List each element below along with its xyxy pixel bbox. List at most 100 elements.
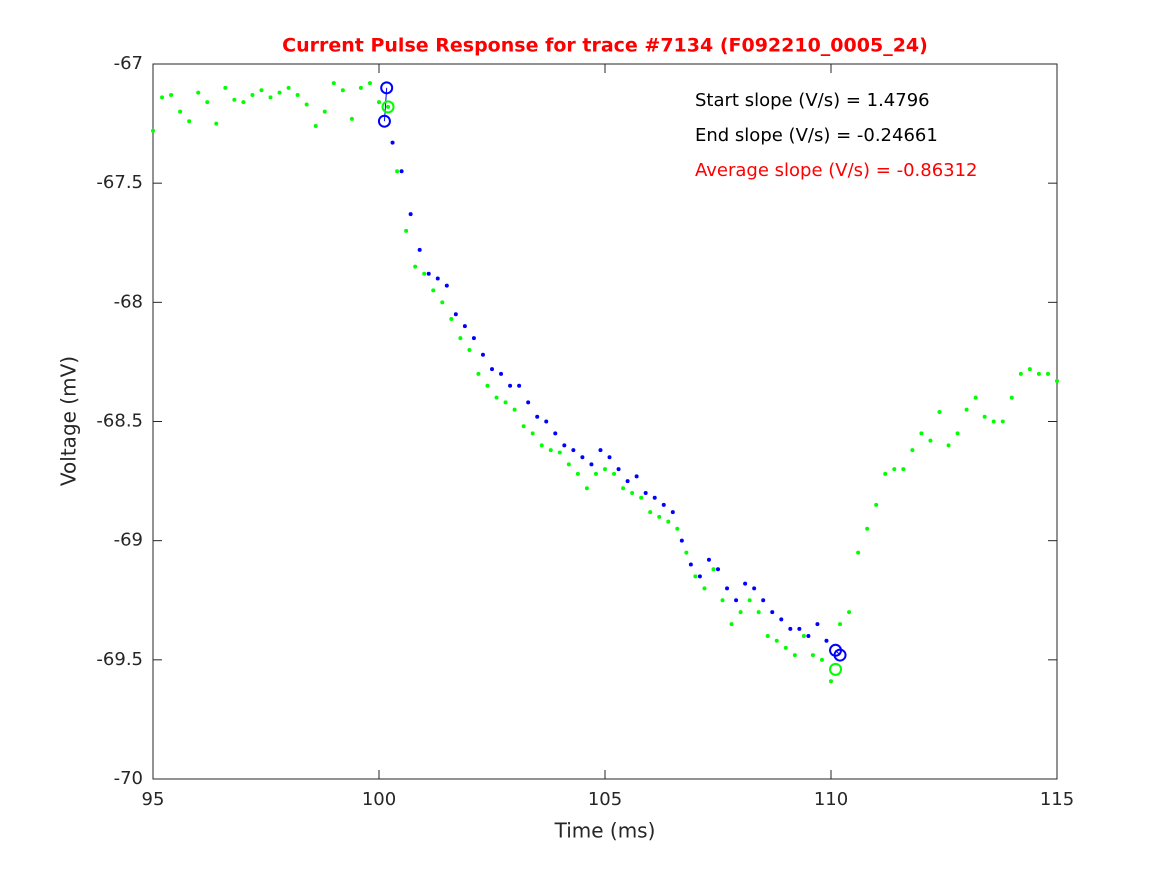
point [408, 212, 413, 217]
point [666, 519, 671, 524]
point [593, 471, 598, 476]
point [413, 264, 418, 269]
point [503, 400, 508, 405]
point [801, 634, 806, 638]
point [566, 462, 571, 467]
y-axis-label: Voltage (mV) [57, 356, 81, 486]
y-tick-label: -69.5 [96, 649, 143, 670]
point [480, 352, 485, 357]
point [349, 116, 354, 121]
point [178, 109, 183, 114]
point [688, 562, 693, 567]
point [752, 586, 757, 591]
x-tick-label: 100 [362, 789, 396, 810]
point [824, 638, 829, 643]
point [340, 88, 345, 93]
point [377, 100, 381, 105]
point [490, 367, 494, 372]
point [838, 622, 843, 627]
point [295, 92, 300, 97]
point [476, 371, 481, 376]
point [743, 581, 748, 586]
chart-title: Current Pulse Response for trace #7134 (… [282, 35, 928, 57]
point [657, 514, 662, 519]
point [399, 169, 404, 174]
point [706, 557, 711, 562]
point [829, 679, 833, 684]
x-tick-label: 115 [1040, 789, 1074, 810]
point [259, 88, 264, 93]
point [856, 550, 861, 555]
point [756, 610, 761, 615]
point [964, 407, 969, 412]
point [711, 567, 716, 572]
point [435, 276, 440, 281]
point [634, 474, 639, 479]
point [151, 128, 155, 133]
point [386, 104, 391, 109]
point [575, 471, 580, 476]
point [517, 383, 522, 388]
point [670, 510, 675, 515]
marker-circle [381, 100, 395, 114]
point [539, 443, 544, 448]
point [499, 371, 504, 376]
point [584, 486, 589, 491]
point [160, 95, 165, 100]
point [580, 455, 585, 460]
point [788, 626, 793, 631]
point [1055, 378, 1059, 383]
point [589, 462, 594, 467]
point [557, 450, 562, 455]
point [806, 634, 811, 638]
point [679, 538, 684, 543]
point [815, 622, 820, 627]
point [774, 638, 779, 643]
point [562, 443, 567, 448]
point [955, 431, 960, 436]
x-tick-label: 95 [142, 789, 165, 810]
x-tick-label: 105 [588, 789, 622, 810]
point [1027, 367, 1032, 372]
point [716, 567, 720, 572]
point [358, 85, 363, 90]
point [675, 526, 680, 531]
point [313, 123, 318, 128]
point [792, 653, 797, 658]
point [471, 336, 476, 341]
annotation: End slope (V/s) = -0.24661 [695, 125, 938, 146]
point [607, 455, 612, 460]
marker-circle [833, 648, 847, 662]
point [720, 598, 725, 603]
point [982, 414, 987, 419]
point [535, 414, 540, 419]
point [761, 598, 766, 603]
point [187, 119, 192, 124]
point [440, 300, 445, 305]
point [322, 109, 327, 114]
point [426, 271, 431, 276]
point [530, 431, 535, 436]
y-tick-label: -70 [114, 768, 143, 789]
point [648, 510, 653, 515]
point [1018, 371, 1023, 376]
point [693, 574, 698, 579]
point [390, 140, 395, 145]
x-tick-label: 110 [814, 789, 848, 810]
point [467, 348, 472, 352]
point [874, 502, 879, 507]
point [810, 653, 815, 658]
point [616, 467, 621, 472]
y-tick-label: -68 [114, 291, 143, 312]
point [901, 467, 906, 472]
point [1000, 419, 1005, 424]
point [892, 467, 897, 472]
point [625, 479, 630, 484]
y-tick-label: -68.5 [96, 411, 143, 432]
point [928, 438, 933, 443]
point [847, 610, 852, 615]
point [544, 419, 549, 424]
point [729, 622, 734, 627]
point [268, 95, 273, 100]
